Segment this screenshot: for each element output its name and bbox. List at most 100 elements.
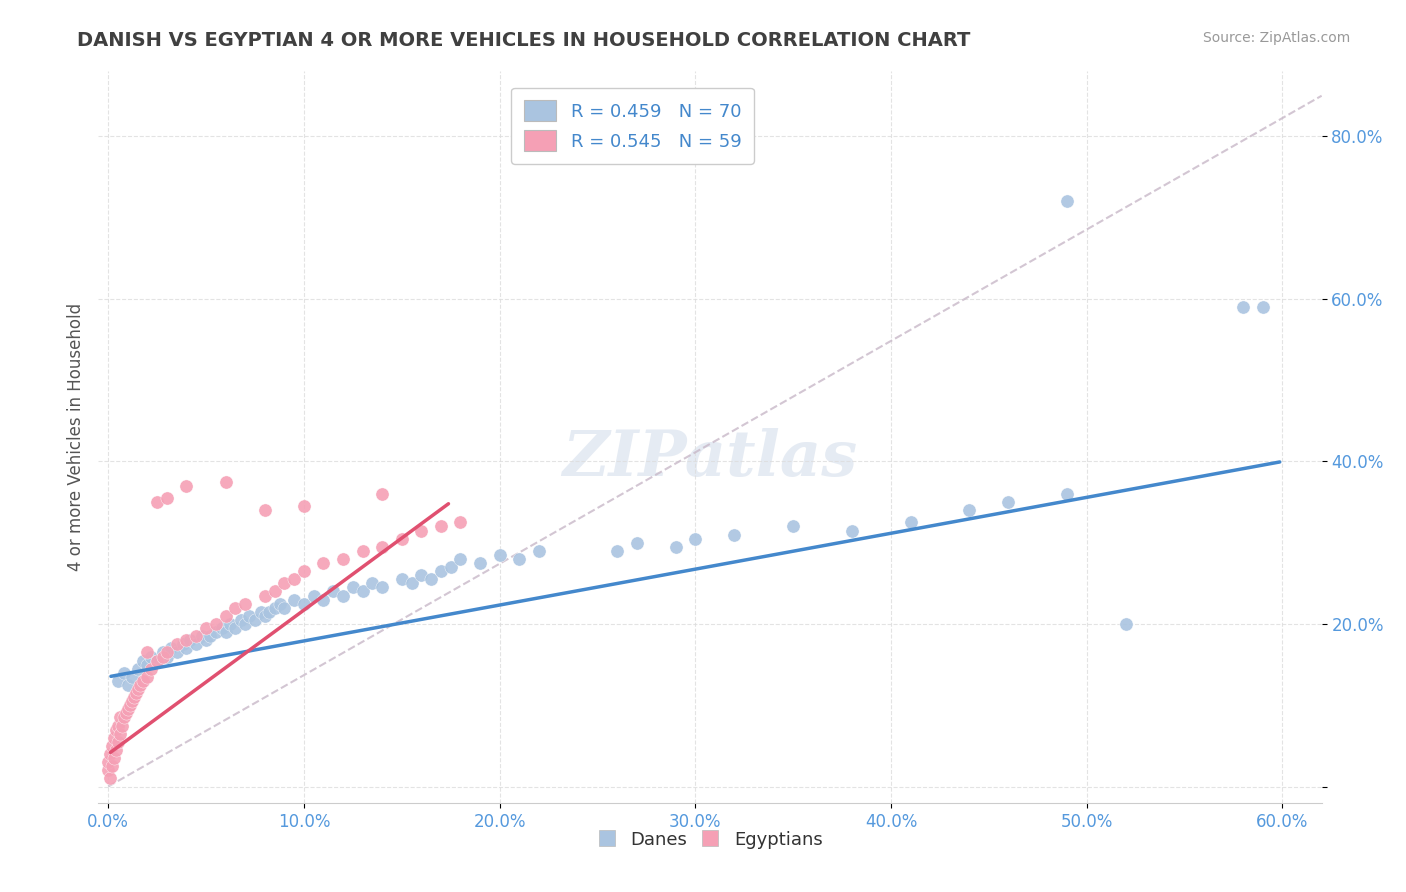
Point [146,654,169,668]
Point [420,572,443,586]
Point [283,572,305,586]
Point [1056,487,1078,501]
Point [179,633,201,648]
Point [263,584,285,599]
Point [302,589,325,603]
Point [124,686,146,700]
Point [1115,617,1137,632]
Point [112,710,135,724]
Point [292,499,315,513]
Point [211,621,233,635]
Point [108,710,131,724]
Point [152,649,174,664]
Point [292,597,315,611]
Point [391,572,413,586]
Point [128,678,150,692]
Point [665,540,688,554]
Point [253,589,276,603]
Point [166,637,188,651]
Point [186,637,208,651]
Point [243,613,266,627]
Point [214,475,236,489]
Point [98,747,121,761]
Point [195,633,218,648]
Point [122,690,145,705]
Point [352,544,374,558]
Point [685,532,707,546]
Point [233,597,256,611]
Point [176,479,198,493]
Point [108,727,131,741]
Point [118,698,141,713]
Point [488,548,510,562]
Point [371,487,394,501]
Point [156,645,179,659]
Text: DANISH VS EGYPTIAN 4 OR MORE VEHICLES IN HOUSEHOLD CORRELATION CHART: DANISH VS EGYPTIAN 4 OR MORE VEHICLES IN… [77,31,970,50]
Point [107,718,129,732]
Point [132,654,155,668]
Point [430,564,453,578]
Point [332,589,354,603]
Point [105,743,128,757]
Point [606,544,628,558]
Point [156,491,179,505]
Text: ZIPatlas: ZIPatlas [562,428,858,490]
Point [508,552,530,566]
Point [1056,194,1078,209]
Point [723,527,745,541]
Point [107,735,129,749]
Point [997,495,1019,509]
Point [450,552,472,566]
Point [146,495,169,509]
Point [253,503,276,517]
Point [214,608,236,623]
Point [176,633,198,648]
Point [205,617,228,632]
Point [176,641,198,656]
Point [98,772,121,786]
Point [132,673,155,688]
Point [107,673,129,688]
Point [103,731,125,745]
Point [136,670,159,684]
Point [430,519,453,533]
Point [468,556,491,570]
Point [450,516,472,530]
Point [136,645,159,659]
Point [342,581,364,595]
Y-axis label: 4 or more Vehicles in Household: 4 or more Vehicles in Household [66,303,84,571]
Point [121,670,143,684]
Point [253,608,276,623]
Point [103,751,125,765]
Point [117,678,139,692]
Point [371,581,394,595]
Point [782,519,804,533]
Point [214,625,236,640]
Point [166,645,188,659]
Point [205,625,228,640]
Point [401,576,423,591]
Point [146,654,169,668]
Point [121,694,143,708]
Point [527,544,550,558]
Point [273,576,295,591]
Point [112,665,135,680]
Point [231,613,253,627]
Point [186,629,208,643]
Point [127,662,149,676]
Point [141,649,163,664]
Point [105,723,128,737]
Point [391,532,413,546]
Legend: Danes, Egyptians: Danes, Egyptians [591,823,830,856]
Point [141,662,163,676]
Point [195,621,218,635]
Point [218,617,240,632]
Point [233,617,256,632]
Point [117,702,139,716]
Point [361,576,384,591]
Point [273,600,295,615]
Point [136,657,159,672]
Point [332,552,354,566]
Point [440,560,463,574]
Point [238,608,260,623]
